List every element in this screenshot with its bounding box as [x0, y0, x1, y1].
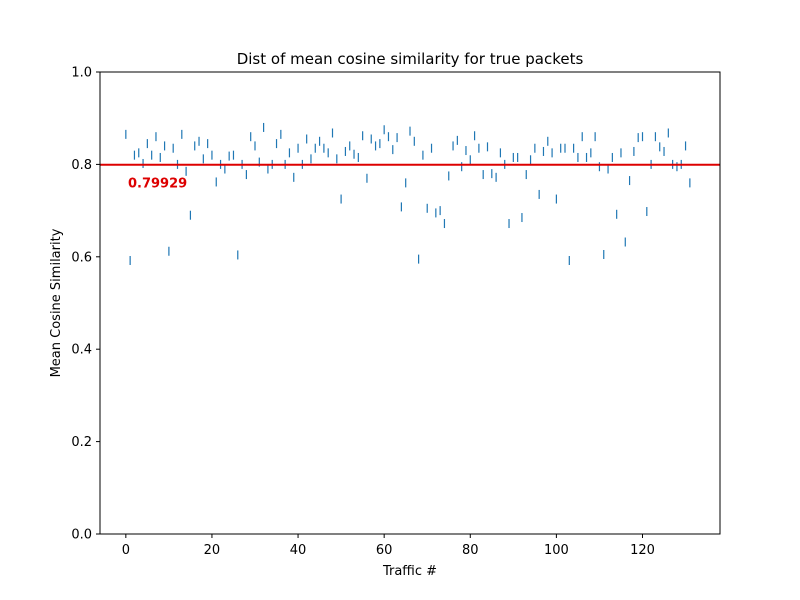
reference-line-label: 0.79929	[128, 177, 187, 192]
axes-frame	[99, 71, 721, 535]
chart-title: Dist of mean cosine similarity for true …	[237, 50, 584, 68]
x-tick-label: 60	[376, 543, 393, 558]
y-tick-label: 0.4	[71, 343, 92, 358]
x-tick-label: 80	[462, 543, 479, 558]
x-tick-label: 20	[204, 543, 221, 558]
x-tick-label: 0	[122, 543, 130, 558]
y-tick-label: 0.0	[71, 528, 92, 543]
y-axis-label: Mean Cosine Similarity	[49, 228, 64, 377]
x-axis-label: Traffic #	[382, 564, 437, 579]
plot-area: 0.79929 0 20 40 60 80 100 120 0.0 0.2 0.4 0.6 0.8 1.0	[71, 66, 721, 558]
y-tick-label: 0.2	[71, 435, 92, 450]
x-tick-label: 100	[544, 543, 569, 558]
y-tick-label: 1.0	[71, 66, 92, 81]
y-tick-label: 0.6	[71, 250, 92, 265]
y-tick-label: 0.8	[71, 158, 92, 173]
x-tick-label: 40	[290, 543, 307, 558]
x-tick-label: 120	[630, 543, 655, 558]
